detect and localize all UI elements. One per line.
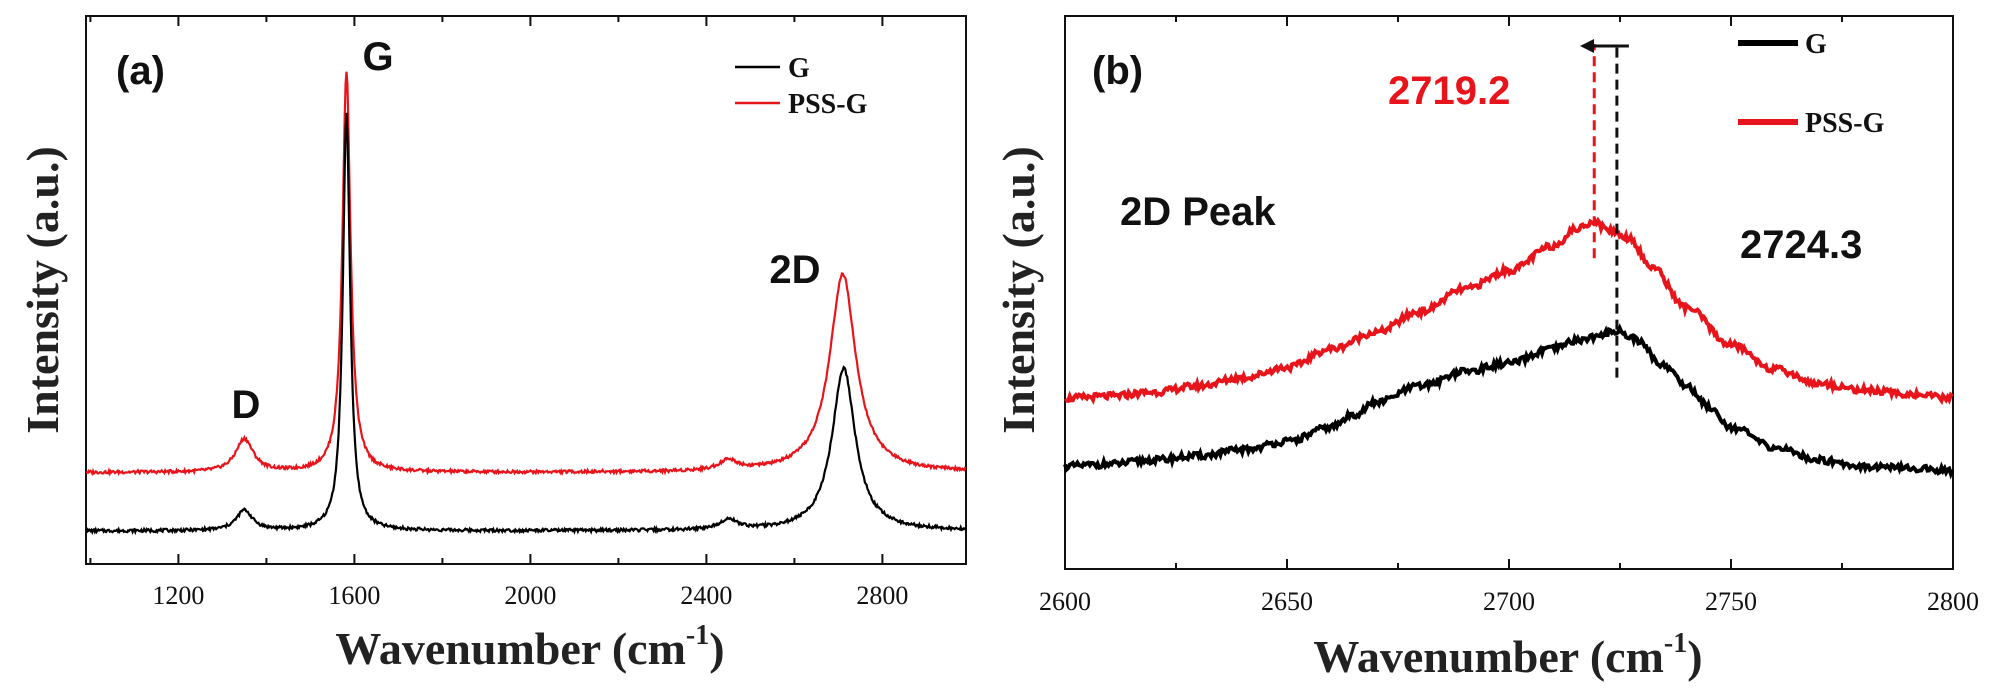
panel-a-tick-label-2400: 2400 xyxy=(680,581,732,610)
panel-b-label: (b) xyxy=(1092,49,1143,93)
panel-b-tick-label-2650: 2650 xyxy=(1261,587,1313,616)
panel-a-ticks xyxy=(89,16,884,564)
panel-b-shift-arrow xyxy=(1580,39,1629,53)
panel-a-x-axis-title: Wavenumber (cm-1) xyxy=(335,620,724,674)
panel-a-x-axis-title-sup: -1 xyxy=(686,620,709,651)
panel-a-y-axis-title: Intensity (a.u.) xyxy=(17,146,68,434)
panel-b-legend-label-g: G xyxy=(1805,29,1827,60)
panel-b: 2600 2650 2700 2750 2800 (b) 2D Peak 271… xyxy=(993,15,1979,682)
panel-a-x-axis-title-close: ) xyxy=(709,623,724,674)
panel-a-legend-label-g: G xyxy=(788,53,810,84)
panel-b-legend: G PSS-G xyxy=(1738,29,1885,139)
panel-a-tick-label-2000: 2000 xyxy=(504,581,556,610)
panel-b-tick-label-2600: 2600 xyxy=(1039,587,1091,616)
panel-a-annotation-2d: 2D xyxy=(769,248,820,292)
panel-b-series-g-line xyxy=(1063,323,1955,480)
panel-b-legend-label-pss-g: PSS-G xyxy=(1805,108,1885,139)
panel-b-y-axis-title: Intensity (a.u.) xyxy=(993,146,1044,434)
panel-b-x-axis-title-main: Wavenumber (cm xyxy=(1313,631,1664,682)
panel-b-x-axis-title-sup: -1 xyxy=(1664,628,1687,659)
panel-a-tick-label-1200: 1200 xyxy=(152,581,204,610)
panel-a: 1200 1600 2000 2400 2800 (a) D G 2D G PS… xyxy=(17,15,967,674)
panel-a-tick-labels: 1200 1600 2000 2400 2800 xyxy=(152,581,908,610)
panel-a-annotation-d: D xyxy=(232,383,261,427)
panel-b-tick-labels: 2600 2650 2700 2750 2800 xyxy=(1039,587,1979,616)
panel-b-ticks xyxy=(1064,16,1954,569)
panel-a-series-pss-g-line xyxy=(85,71,967,477)
panel-b-tick-label-2800: 2800 xyxy=(1927,587,1979,616)
panel-b-tick-label-2750: 2750 xyxy=(1705,587,1757,616)
panel-a-legend-label-pss-g: PSS-G xyxy=(788,89,868,120)
panel-a-frame xyxy=(85,15,967,565)
panel-a-tick-label-2800: 2800 xyxy=(856,581,908,610)
panel-a-annotation-g: G xyxy=(362,35,393,79)
panel-a-label: (a) xyxy=(116,49,165,93)
panel-b-x-axis-title-close: ) xyxy=(1687,631,1702,682)
panel-b-annotation-2d-peak: 2D Peak xyxy=(1120,190,1276,234)
panel-b-annotation-2719: 2719.2 xyxy=(1388,69,1510,113)
panel-b-x-axis-title: Wavenumber (cm-1) xyxy=(1313,628,1702,682)
panel-b-annotation-2724: 2724.3 xyxy=(1740,223,1862,267)
panel-a-series-g-line xyxy=(85,112,967,536)
panel-b-series-pss-g-line xyxy=(1064,216,1954,406)
panel-b-tick-label-2700: 2700 xyxy=(1483,587,1535,616)
panel-a-x-axis-title-main: Wavenumber (cm xyxy=(335,623,686,674)
panel-a-legend: G PSS-G xyxy=(735,53,868,120)
panel-b-shift-arrow-head xyxy=(1580,39,1595,53)
panel-a-tick-label-1600: 1600 xyxy=(328,581,380,610)
